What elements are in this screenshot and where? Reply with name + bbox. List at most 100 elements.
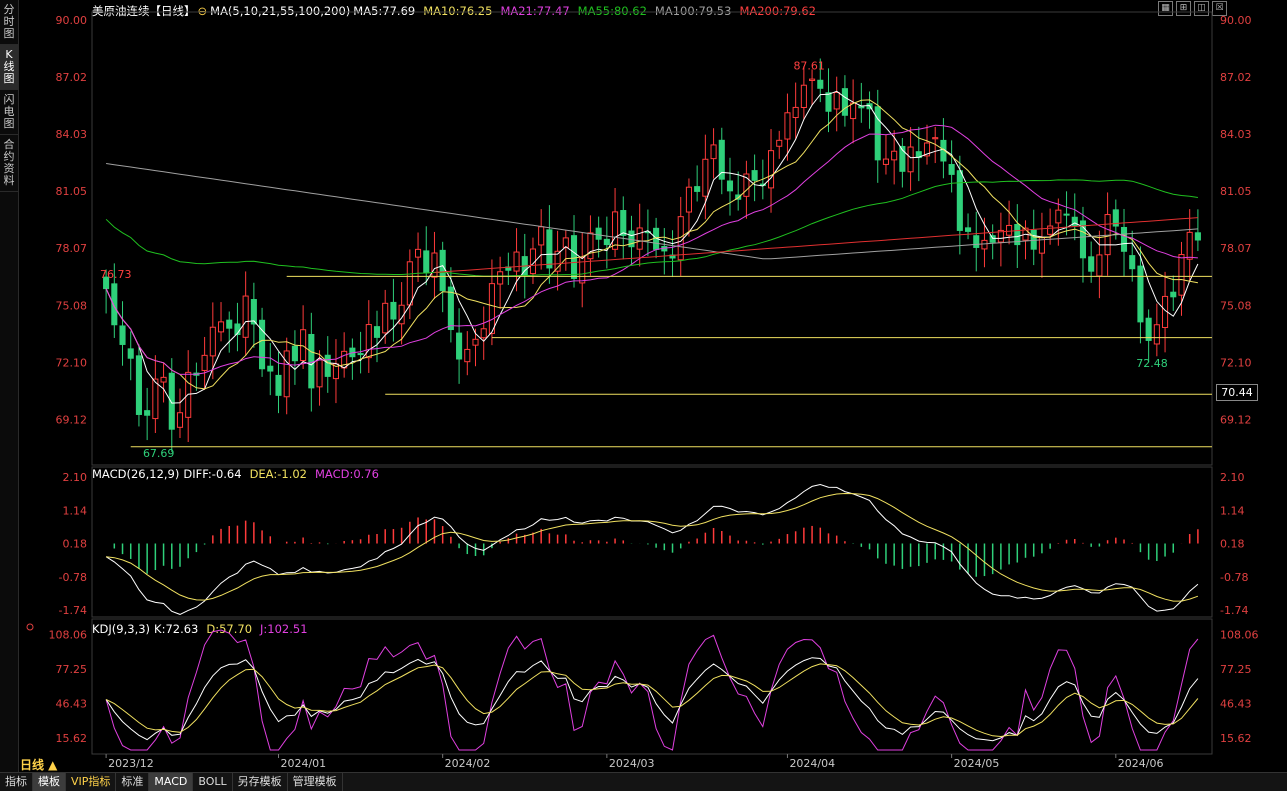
candle-body xyxy=(447,286,454,331)
ma-params: MA(5,10,21,55,100,200) xyxy=(210,4,351,18)
candle xyxy=(365,300,372,373)
price-axis-label-left: 72.10 xyxy=(56,356,88,369)
candle xyxy=(1120,208,1128,277)
candle-body xyxy=(981,239,988,250)
candle xyxy=(776,130,783,159)
tab-save-template[interactable]: 另存模板 xyxy=(233,773,288,791)
kdj-panel-frame xyxy=(91,618,1213,755)
candle xyxy=(480,306,487,360)
candle xyxy=(1055,198,1062,246)
candle-body xyxy=(1079,220,1087,259)
period-selector[interactable]: 日线 ▲ xyxy=(20,758,58,772)
grid-icon[interactable]: ▦ xyxy=(1158,1,1173,16)
candle xyxy=(160,363,167,403)
candle xyxy=(497,256,504,309)
candle-body xyxy=(612,211,619,250)
tab-macd[interactable]: MACD xyxy=(149,773,194,791)
candle xyxy=(259,307,266,377)
candle xyxy=(456,308,463,384)
candle xyxy=(636,203,643,267)
record-icon xyxy=(26,623,34,631)
candle-body xyxy=(135,355,142,415)
candle-body xyxy=(948,164,955,175)
close-icon[interactable]: ☒ xyxy=(1212,1,1227,16)
candle-body xyxy=(579,257,586,284)
candle xyxy=(349,338,356,380)
candle xyxy=(718,127,725,195)
candle-body xyxy=(201,354,208,371)
tab-indicators[interactable]: 指标 xyxy=(0,773,33,791)
candle-body xyxy=(464,348,471,363)
tab-vip-indicators[interactable]: VIP指标 xyxy=(66,773,117,791)
ma21-line xyxy=(105,124,1198,375)
macd-axis-label-right: 2.10 xyxy=(1220,471,1245,484)
ma5-line xyxy=(105,90,1199,404)
candle xyxy=(283,337,290,415)
date-axis-label: 2024/06 xyxy=(1118,757,1164,770)
candle xyxy=(899,137,906,188)
tab-templates[interactable]: 模板 xyxy=(33,773,66,791)
low-annotation: 67.69 xyxy=(143,447,175,460)
settings-icon[interactable]: ⊖ xyxy=(197,4,208,18)
price-axis-label-left: 87.02 xyxy=(56,71,88,84)
macd-diff: DIFF:-0.64 xyxy=(183,467,242,481)
date-axis-label: 2023/12 xyxy=(108,757,154,770)
price-axis-label-right: 78.07 xyxy=(1220,242,1252,255)
price-axis-label-left: 90.00 xyxy=(56,14,88,27)
candle-body xyxy=(751,170,758,181)
candle-body xyxy=(513,251,520,272)
restore-icon[interactable]: ◫ xyxy=(1194,1,1209,16)
candle-body xyxy=(997,229,1004,243)
tab-manage-templates[interactable]: 管理模板 xyxy=(288,773,343,791)
tab-flash[interactable]: 闪电图 xyxy=(0,90,18,135)
candle-body xyxy=(275,374,282,396)
zoom-in-icon[interactable]: ⊞ xyxy=(1176,1,1191,16)
candle xyxy=(997,212,1004,267)
tab-standard[interactable]: 标准 xyxy=(116,773,150,791)
candle xyxy=(694,165,701,202)
candle xyxy=(661,228,668,275)
candle-body xyxy=(882,158,890,165)
candle xyxy=(751,154,758,202)
candle-body xyxy=(456,332,463,360)
candle-body xyxy=(841,88,848,116)
kdj-axis-label-right: 15.62 xyxy=(1220,732,1252,745)
date-axis-label: 2024/05 xyxy=(954,757,1000,770)
candle-body xyxy=(694,186,701,192)
candle-body xyxy=(546,229,553,269)
candle-body xyxy=(956,170,963,231)
ma200-line xyxy=(434,217,1198,273)
candle xyxy=(1063,191,1070,236)
candle-body xyxy=(160,376,167,383)
instrument-name: 美原油连续 xyxy=(92,4,150,18)
ma100-line xyxy=(106,163,1198,260)
kdj-axis-label-left: 77.25 xyxy=(56,663,88,676)
candle xyxy=(767,129,775,213)
kdj-axis-label-right: 77.25 xyxy=(1220,663,1252,676)
candle-body xyxy=(1186,231,1193,260)
candle-body xyxy=(767,150,775,189)
candle xyxy=(702,134,709,220)
kdj-k: K:72.63 xyxy=(154,622,199,636)
candle-body xyxy=(472,338,479,346)
macd-header: MACD(26,12,9) DIFF:-0.64 DEA:-1.02 MACD:0.7… xyxy=(92,467,387,481)
tab-contract-info[interactable]: 合约资料 xyxy=(0,135,18,192)
candle xyxy=(858,82,865,123)
candle-body xyxy=(735,194,742,200)
candle xyxy=(907,127,914,191)
price-axis-label-right: 69.12 xyxy=(1220,413,1252,426)
candle xyxy=(612,188,619,258)
macd-axis-label-right: 1.14 xyxy=(1220,504,1245,517)
chart-canvas[interactable]: 90.00 90.00 87.02 87.02 84.03 84.03 81.05 81.05… xyxy=(18,0,1287,770)
candle xyxy=(135,344,142,427)
candle-body xyxy=(406,261,413,306)
candle xyxy=(472,328,479,367)
candle-body xyxy=(1178,254,1185,296)
kdj-d: D:57.70 xyxy=(206,622,253,636)
candle xyxy=(1047,208,1054,245)
tab-kline[interactable]: K线图 xyxy=(0,45,18,90)
candle xyxy=(291,330,298,385)
tab-timeshare[interactable]: 分时图 xyxy=(0,0,18,45)
tab-boll[interactable]: BOLL xyxy=(193,773,233,791)
candle xyxy=(144,387,151,441)
